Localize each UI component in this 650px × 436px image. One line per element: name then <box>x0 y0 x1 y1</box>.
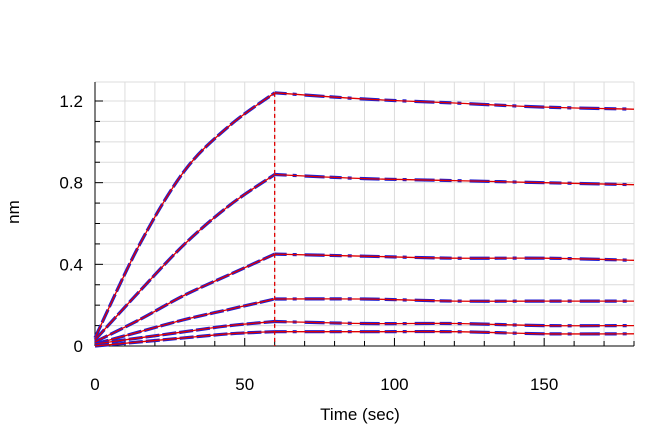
fit-dissociation-line <box>274 253 635 261</box>
y-tick-label: 1.2 <box>59 92 83 111</box>
series-1 <box>93 91 635 339</box>
tick-labels: 0 0.4 0.8 1.2 0 50 100 150 <box>59 92 558 394</box>
x-tick-label: 50 <box>235 375 254 394</box>
fit-association-line <box>94 173 276 341</box>
series-4 <box>94 297 634 346</box>
y-tick-label: 0.4 <box>59 255 83 274</box>
x-tick-label: 150 <box>530 375 558 394</box>
fit-association-line <box>94 331 275 347</box>
series-6 <box>94 329 635 348</box>
x-tick-label: 0 <box>90 375 99 394</box>
fit-association-line <box>94 253 275 343</box>
series-2 <box>93 172 635 341</box>
fit-dissociation-line <box>274 298 634 302</box>
fit-dissociation-line <box>274 330 635 335</box>
fit-dissociation-line <box>274 320 635 327</box>
fit-association-line <box>94 92 276 339</box>
fit-association-line <box>94 298 275 345</box>
fit-dissociation-line <box>274 173 635 186</box>
fit-association-line <box>94 320 275 345</box>
series-3 <box>94 252 635 344</box>
series-layer <box>93 91 635 348</box>
x-axis-title: Time (sec) <box>320 405 400 424</box>
y-tick-label: 0.8 <box>59 174 83 193</box>
y-tick-label: 0 <box>74 337 83 356</box>
y-axis-title: nm <box>4 200 23 224</box>
series-5 <box>94 319 635 346</box>
x-tick-label: 100 <box>380 375 408 394</box>
fit-dissociation-line <box>274 92 635 110</box>
grid <box>95 81 635 346</box>
